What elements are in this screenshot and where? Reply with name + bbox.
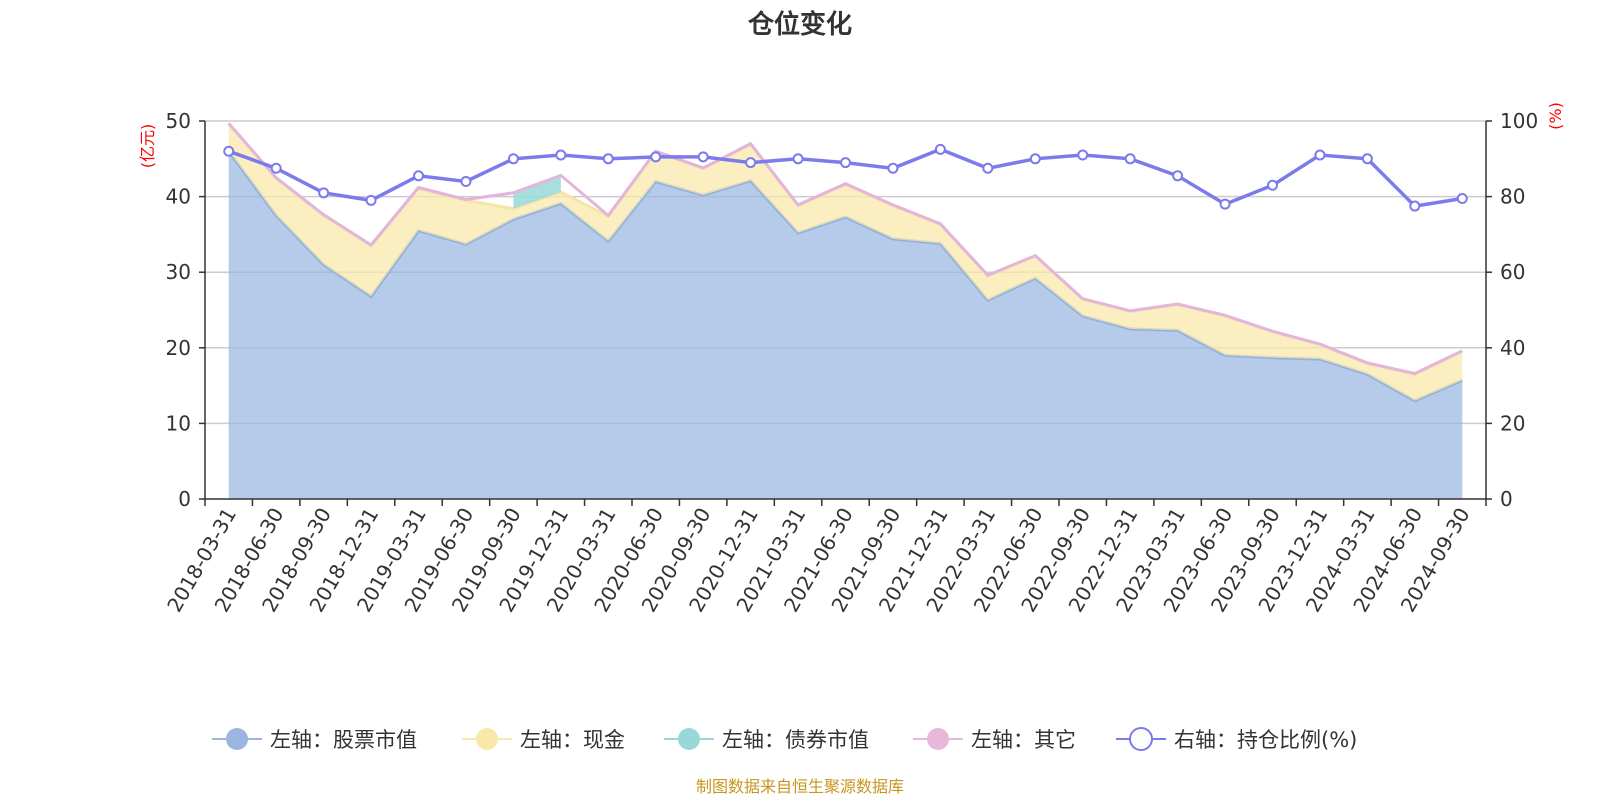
line-other bbox=[227, 122, 1463, 376]
ratio-point bbox=[650, 151, 662, 163]
left-axis-unit: (亿元) bbox=[138, 124, 157, 169]
legend-marker bbox=[927, 728, 949, 750]
ratio-point bbox=[270, 162, 282, 174]
area-bond-value bbox=[513, 176, 561, 209]
right-tick-label: 20 bbox=[1500, 411, 1525, 435]
legend-label: 左轴：股票市值 bbox=[270, 728, 417, 752]
ratio-point bbox=[745, 157, 757, 169]
left-tick-label: 50 bbox=[166, 109, 191, 133]
ratio-point bbox=[460, 175, 472, 187]
ratio-point bbox=[840, 157, 851, 169]
data-source-footnote: 制图数据来自恒生聚源数据库 bbox=[696, 777, 904, 796]
ratio-point bbox=[507, 153, 519, 165]
ratio-point bbox=[1219, 198, 1231, 210]
right-tick-label: 0 bbox=[1500, 487, 1513, 511]
legend-item: 左轴：债券市值 bbox=[664, 728, 869, 752]
ratio-point bbox=[223, 145, 235, 157]
ratio-point bbox=[1314, 149, 1326, 161]
legend-marker bbox=[678, 728, 700, 750]
ratio-point bbox=[413, 170, 424, 182]
ratio-point bbox=[1172, 170, 1184, 182]
left-tick-label: 20 bbox=[166, 336, 191, 360]
ratio-point bbox=[1267, 179, 1278, 191]
ratio-point bbox=[1077, 149, 1089, 161]
right-tick-label: 100 bbox=[1500, 109, 1538, 133]
ratio-point bbox=[555, 149, 567, 161]
legend-label: 右轴：持仓比例(%) bbox=[1174, 728, 1357, 752]
stacked-areas bbox=[227, 122, 1463, 499]
ratio-point bbox=[1361, 153, 1373, 165]
left-tick-label: 10 bbox=[166, 411, 191, 435]
ratio-point bbox=[887, 162, 899, 174]
ratio-point bbox=[1124, 153, 1136, 165]
ratio-point bbox=[792, 153, 804, 165]
legend-label: 左轴：现金 bbox=[520, 728, 625, 752]
ratio-point bbox=[697, 151, 709, 163]
right-tick-label: 40 bbox=[1500, 336, 1525, 360]
legend-item: 左轴：其它 bbox=[913, 728, 1076, 752]
ratio-point bbox=[982, 162, 994, 174]
left-tick-label: 40 bbox=[166, 185, 191, 209]
legend-item: 左轴：股票市值 bbox=[212, 728, 417, 752]
ratio-point bbox=[318, 187, 330, 199]
ratio-point bbox=[365, 194, 377, 206]
ratio-point bbox=[1409, 200, 1421, 212]
chart-title: 仓位变化 bbox=[747, 9, 852, 40]
left-tick-label: 30 bbox=[166, 260, 191, 284]
legend-marker bbox=[1129, 727, 1153, 751]
legend: 左轴：股票市值 左轴：现金 左轴：债券市值 左轴：其它 右轴：持仓比例(%) bbox=[212, 727, 1357, 752]
legend-item: 左轴：现金 bbox=[462, 728, 625, 752]
right-tick-label: 60 bbox=[1500, 260, 1525, 284]
area-stock-value bbox=[228, 151, 1463, 499]
right-axis-unit: (%) bbox=[1546, 102, 1565, 130]
legend-marker bbox=[476, 728, 498, 750]
ratio-point bbox=[1029, 153, 1041, 165]
holding-ratio-series bbox=[223, 143, 1468, 212]
right-tick-label: 80 bbox=[1500, 185, 1525, 209]
legend-label: 左轴：债券市值 bbox=[722, 728, 869, 752]
ratio-point bbox=[602, 153, 614, 165]
ratio-point bbox=[1456, 192, 1468, 204]
ratio-point bbox=[934, 143, 946, 155]
legend-marker bbox=[226, 728, 248, 750]
left-tick-label: 0 bbox=[178, 487, 191, 511]
legend-item: 右轴：持仓比例(%) bbox=[1116, 727, 1357, 752]
legend-label: 左轴：其它 bbox=[971, 728, 1076, 752]
